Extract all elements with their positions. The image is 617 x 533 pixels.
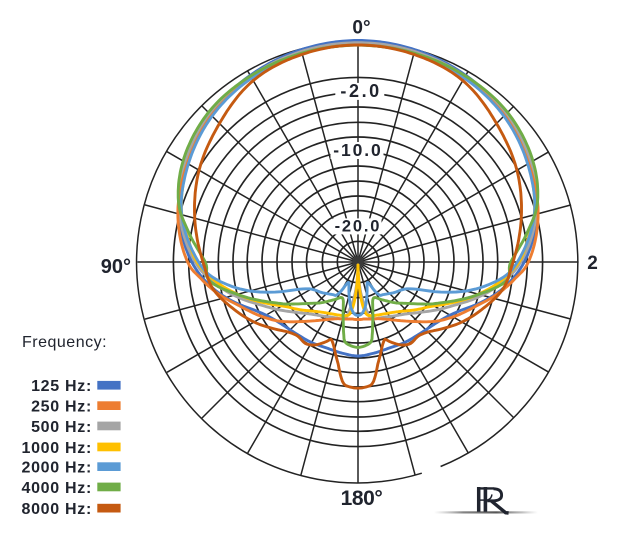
svg-text:500 Hz:: 500 Hz: xyxy=(31,419,92,436)
svg-text:2: 2 xyxy=(587,253,598,274)
svg-text:180°: 180° xyxy=(341,487,383,510)
svg-text:Frequency:: Frequency: xyxy=(22,334,107,351)
svg-text:2000 Hz:: 2000 Hz: xyxy=(21,460,92,477)
svg-text:0°: 0° xyxy=(352,18,370,39)
svg-text:-2.0: -2.0 xyxy=(340,81,381,101)
svg-text:4000 Hz:: 4000 Hz: xyxy=(21,480,92,497)
svg-text:-20.0: -20.0 xyxy=(335,217,382,235)
svg-text:125 Hz:: 125 Hz: xyxy=(31,378,92,395)
svg-text:8000 Hz:: 8000 Hz: xyxy=(21,501,92,518)
svg-text:250 Hz:: 250 Hz: xyxy=(31,399,92,416)
svg-text:90°: 90° xyxy=(101,256,131,278)
svg-text:1000 Hz:: 1000 Hz: xyxy=(21,440,92,457)
svg-text:-10.0: -10.0 xyxy=(333,140,382,160)
